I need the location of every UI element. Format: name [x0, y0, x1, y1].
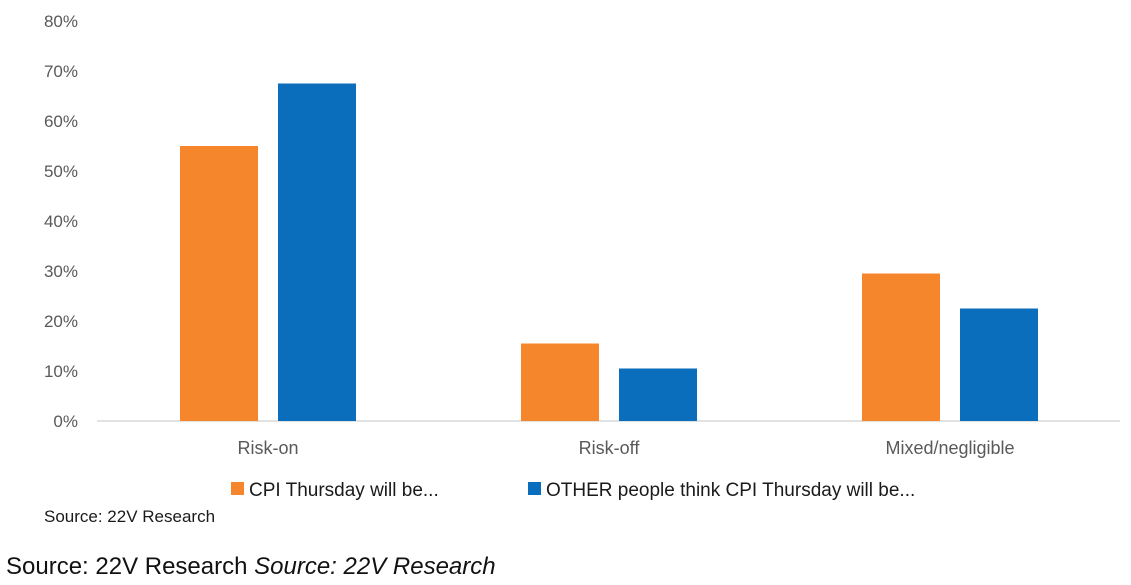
bar [619, 368, 697, 421]
legend-label: OTHER people think CPI Thursday will be.… [546, 480, 915, 501]
bar [278, 83, 356, 421]
bar [960, 308, 1038, 421]
legend-label: CPI Thursday will be... [249, 480, 439, 501]
y-tick-label: 20% [44, 312, 78, 331]
legend: CPI Thursday will be... OTHER people thin… [231, 480, 915, 501]
y-tick-label: 70% [44, 62, 78, 81]
legend-swatch [528, 482, 541, 495]
x-category-label: Risk-off [579, 438, 641, 458]
bars [180, 83, 1038, 421]
caption: Source: 22V Research Source: 22V Researc… [6, 553, 496, 581]
bar-chart: 0%10%20%30%40%50%60%70%80% Risk-on Risk-o… [44, 12, 1120, 501]
chart-source-note: Source: 22V Research [44, 507, 216, 526]
caption-text: Source: 22V Research [6, 553, 248, 580]
y-tick-label: 50% [44, 162, 78, 181]
x-category-label: Risk-on [237, 438, 298, 458]
x-category-label: Mixed/negligible [885, 438, 1014, 458]
y-tick-label: 30% [44, 262, 78, 281]
caption-italic-text: Source: 22V Research [254, 553, 496, 580]
chart-area: 0% 10% 20% 30% 40% 50% 60% 70% 80% Risk-on Risk-o… [43, 12, 1120, 526]
y-tick-label: 40% [44, 212, 78, 231]
bar [180, 146, 258, 421]
legend-swatch [231, 482, 244, 495]
bar [862, 273, 940, 421]
x-axis-categories: Risk-on Risk-off Mixed/negligible [237, 438, 1014, 458]
y-tick-label: 10% [44, 362, 78, 381]
bar [521, 343, 599, 421]
y-tick-label: 80% [44, 12, 78, 31]
y-tick-label: 60% [44, 112, 78, 131]
y-axis-ticks: 0% 10% 20% 30% 40% 50% 60% 70% 80% [44, 12, 78, 431]
y-tick-label: 0% [53, 412, 78, 431]
